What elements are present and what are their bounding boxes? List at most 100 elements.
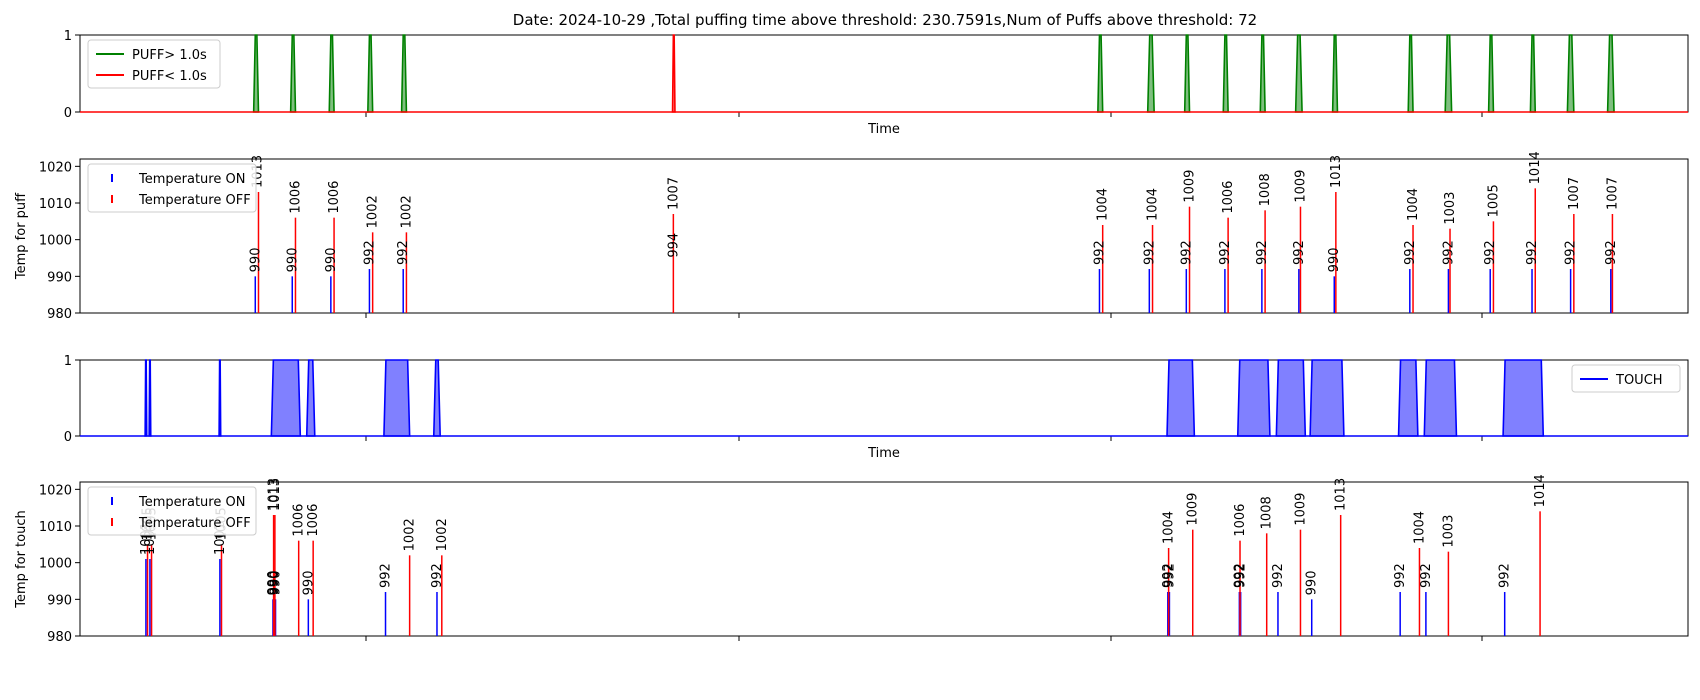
data-label: 1013 xyxy=(267,478,282,511)
legend-label: Temperature ON xyxy=(138,495,245,510)
data-label: 992 xyxy=(1234,563,1249,588)
pulse-puff xyxy=(1606,34,1615,113)
data-label: 992 xyxy=(1419,563,1434,588)
pulse-touch xyxy=(218,359,222,437)
y-tick-label: 990 xyxy=(47,270,72,285)
data-label: 990 xyxy=(267,571,282,596)
figure-title: Date: 2024-10-29 ,Total puffing time abo… xyxy=(512,11,1258,29)
data-label: 1004 xyxy=(1406,188,1421,221)
x-axis-label: Time xyxy=(867,122,900,137)
axes-touch: 0 1 Time TOUCH xyxy=(64,354,1689,461)
axes-temp_puff: 980 990 1000 1010 1020 Temp for puff 990 1013 99… xyxy=(14,151,1689,322)
data-label: 992 xyxy=(1564,240,1579,265)
pulse-puff xyxy=(1222,34,1229,113)
pulse-touch xyxy=(383,359,411,437)
pulse-touch xyxy=(1236,359,1271,437)
data-label: 992 xyxy=(1255,240,1270,265)
pulse-puff xyxy=(367,34,374,113)
y-tick-label: 980 xyxy=(47,307,72,322)
data-label: 1009 xyxy=(1183,170,1198,203)
data-label: 1002 xyxy=(399,195,414,228)
data-label: 1007 xyxy=(666,177,681,210)
data-label: 990 xyxy=(324,248,339,273)
pulse-touch xyxy=(148,359,152,437)
legend: Temperature ON Temperature OFF xyxy=(87,163,257,213)
legend: Temperature ON Temperature OFF xyxy=(87,486,257,536)
data-label: 1006 xyxy=(327,181,342,214)
pulse-touch xyxy=(1397,359,1419,437)
data-label: 1008 xyxy=(1258,173,1273,206)
axes-frame xyxy=(79,158,1689,314)
data-label: 1004 xyxy=(1412,511,1427,544)
legend-label: PUFF< 1.0s xyxy=(132,69,207,84)
data-label: 1009 xyxy=(1293,493,1308,526)
legend-label: Temperature OFF xyxy=(138,193,251,208)
data-label: 992 xyxy=(1483,240,1498,265)
y-tick-label: 1010 xyxy=(39,197,72,212)
pulse-puff xyxy=(1259,34,1266,113)
y-tick-label: 1010 xyxy=(39,520,72,535)
pulse-touch xyxy=(305,359,316,437)
pulse-touch xyxy=(270,359,302,437)
data-label: 1002 xyxy=(403,518,418,551)
legend: PUFF> 1.0s PUFF< 1.0s xyxy=(87,39,221,89)
data-label: 1009 xyxy=(1293,170,1308,203)
data-label: 1005 xyxy=(1486,184,1501,217)
data-label: 1004 xyxy=(1162,511,1177,544)
pulse-touch xyxy=(432,359,442,437)
data-label: 1003 xyxy=(1441,515,1456,548)
data-label: 992 xyxy=(396,240,411,265)
data-label: 1008 xyxy=(1260,496,1275,529)
pulse-puff xyxy=(1294,34,1303,113)
x-axis-label: Time xyxy=(867,446,900,461)
data-label: 1006 xyxy=(1221,181,1236,214)
data-label: 990 xyxy=(266,571,281,596)
data-label: 992 xyxy=(1161,563,1176,588)
legend: TOUCH xyxy=(1571,364,1681,393)
y-tick-label: 1020 xyxy=(39,483,72,498)
data-label: 992 xyxy=(1232,563,1247,588)
data-label: 992 xyxy=(1218,240,1233,265)
pulse-puff xyxy=(1407,34,1414,113)
data-label: 1004 xyxy=(1096,188,1111,221)
data-label: 992 xyxy=(1271,563,1286,588)
data-label: 992 xyxy=(1162,563,1177,588)
data-label: 992 xyxy=(1441,240,1456,265)
data-label: 1013 xyxy=(268,478,283,511)
data-label: 992 xyxy=(1403,240,1418,265)
axes-puff: 0 1 Time PUFF> 1.0s PUFF< 1.0s xyxy=(64,29,1689,137)
data-label: 990 xyxy=(1305,571,1320,596)
y-tick-label: 1 xyxy=(64,354,72,369)
pulse-puff xyxy=(1183,34,1191,113)
data-label: 1013 xyxy=(1334,478,1349,511)
data-label: 992 xyxy=(1498,563,1513,588)
y-tick-label: 1 xyxy=(64,29,72,44)
data-label: 1014 xyxy=(1533,474,1548,507)
y-tick-label: 990 xyxy=(47,593,72,608)
data-label: 990 xyxy=(269,571,284,596)
pulse-puff xyxy=(671,34,676,113)
data-label: 1006 xyxy=(306,504,321,537)
data-label: 1004 xyxy=(1146,188,1161,221)
data-label: 992 xyxy=(362,240,377,265)
data-label: 992 xyxy=(1142,240,1157,265)
pulse-puff xyxy=(400,34,408,113)
pulse-touch xyxy=(1275,359,1307,437)
legend-box xyxy=(87,163,257,213)
data-label: 1002 xyxy=(366,195,381,228)
y-tick-label: 1020 xyxy=(39,160,72,175)
data-label: 990 xyxy=(301,571,316,596)
data-label: 1006 xyxy=(1233,504,1248,537)
data-label: 992 xyxy=(379,563,394,588)
pulse-touch xyxy=(144,359,148,437)
data-label: 992 xyxy=(430,563,445,588)
pulse-puff xyxy=(252,34,260,113)
data-label: 1013 xyxy=(1329,155,1344,188)
data-label: 1007 xyxy=(1605,177,1620,210)
axes-frame xyxy=(79,481,1689,637)
data-label: 990 xyxy=(285,248,300,273)
data-label: 990 xyxy=(248,248,263,273)
y-tick-label: 980 xyxy=(47,630,72,645)
legend-box xyxy=(1571,364,1681,393)
